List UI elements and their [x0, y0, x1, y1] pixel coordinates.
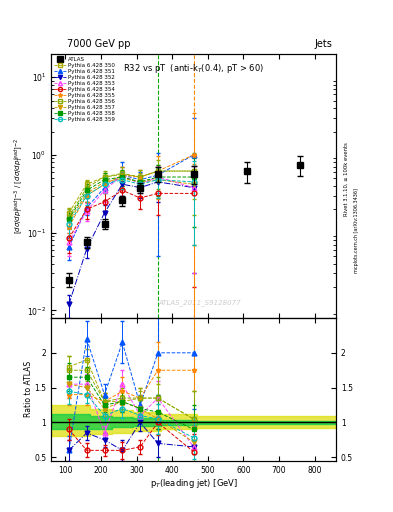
- Text: Rivet 3.1.10, ≥ 100k events: Rivet 3.1.10, ≥ 100k events: [344, 142, 349, 216]
- Text: 7000 GeV pp: 7000 GeV pp: [67, 38, 130, 49]
- Y-axis label: Ratio to ATLAS: Ratio to ATLAS: [24, 361, 33, 417]
- Text: ATLAS_2011_S9128077: ATLAS_2011_S9128077: [158, 298, 241, 306]
- Legend: ATLAS, Pythia 6.428 350, Pythia 6.428 351, Pythia 6.428 352, Pythia 6.428 353, P: ATLAS, Pythia 6.428 350, Pythia 6.428 35…: [53, 55, 116, 123]
- Text: mcplots.cern.ch [arXiv:1306.3436]: mcplots.cern.ch [arXiv:1306.3436]: [354, 188, 359, 273]
- X-axis label: p$_{T}$(leading jet) [GeV]: p$_{T}$(leading jet) [GeV]: [150, 477, 237, 490]
- Text: R32 vs pT  (anti-k$_T$(0.4), pT > 60): R32 vs pT (anti-k$_T$(0.4), pT > 60): [123, 61, 264, 75]
- Y-axis label: $[d\sigma/dp_T^{lead}]^{-3}$ / $[d\sigma/dp_T^{lead}]^{-2}$: $[d\sigma/dp_T^{lead}]^{-3}$ / $[d\sigma…: [13, 138, 26, 234]
- Text: Jets: Jets: [314, 38, 332, 49]
